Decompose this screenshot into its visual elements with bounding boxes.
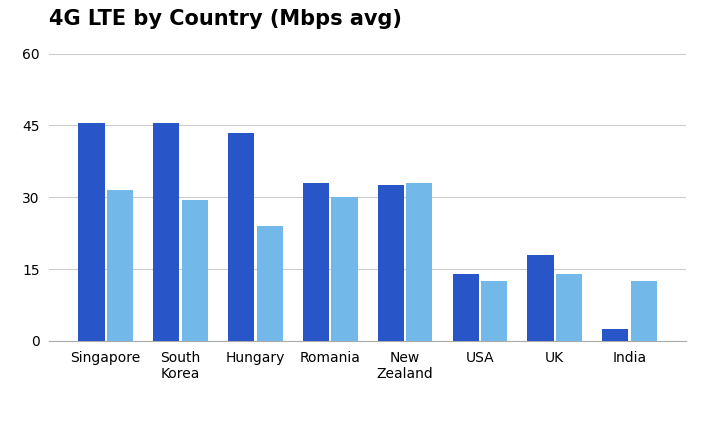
Bar — [527, 255, 554, 341]
Bar — [631, 281, 657, 341]
Bar — [332, 197, 358, 341]
Bar — [107, 190, 133, 341]
Bar — [378, 185, 404, 341]
Bar — [303, 183, 329, 341]
Bar — [78, 123, 105, 341]
Legend: 2016 (Sept), 2015 (Sept): 2016 (Sept), 2015 (Sept) — [239, 433, 496, 437]
Text: 4G LTE by Country (Mbps avg): 4G LTE by Country (Mbps avg) — [49, 10, 402, 29]
Bar — [481, 281, 507, 341]
Bar — [182, 200, 208, 341]
Bar — [452, 274, 479, 341]
Bar — [556, 274, 582, 341]
Bar — [407, 183, 433, 341]
Bar — [228, 133, 255, 341]
Bar — [153, 123, 180, 341]
Bar — [602, 329, 629, 341]
Bar — [257, 226, 283, 341]
